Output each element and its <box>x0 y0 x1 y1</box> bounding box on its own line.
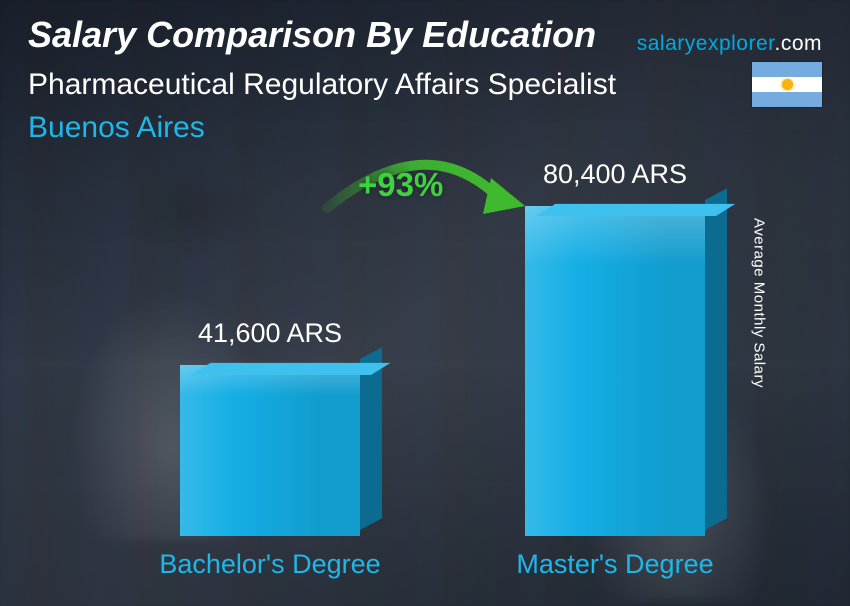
subtitle: Pharmaceutical Regulatory Affairs Specia… <box>28 68 616 102</box>
bar-category-label: Bachelor's Degree <box>120 549 420 580</box>
delta-label: +93% <box>358 166 443 204</box>
brand-main: salaryexplorer <box>637 32 775 55</box>
bar-front <box>180 365 360 536</box>
bar-value-label: 41,600 ARS <box>140 318 400 349</box>
bar-front <box>525 206 705 536</box>
bar-side <box>705 188 727 530</box>
location-label: Buenos Aires <box>28 111 822 145</box>
brand-label: salaryexplorer.com <box>637 32 822 56</box>
infographic-canvas: Salary Comparison By Education salaryexp… <box>0 0 850 606</box>
bar-chart: 41,600 ARSBachelor's Degree80,400 ARSMas… <box>0 154 850 584</box>
bar-1: 80,400 ARSMaster's Degree <box>525 206 705 536</box>
bar-top <box>191 363 390 375</box>
header: Salary Comparison By Education salaryexp… <box>28 14 822 145</box>
flag-argentina-icon <box>752 62 822 107</box>
bar-value-label: 80,400 ARS <box>485 159 745 190</box>
bar-top <box>536 204 735 216</box>
page-title: Salary Comparison By Education <box>28 14 596 56</box>
brand-suffix: .com <box>774 32 822 55</box>
bar-0: 41,600 ARSBachelor's Degree <box>180 365 360 536</box>
bar-category-label: Master's Degree <box>465 549 765 580</box>
